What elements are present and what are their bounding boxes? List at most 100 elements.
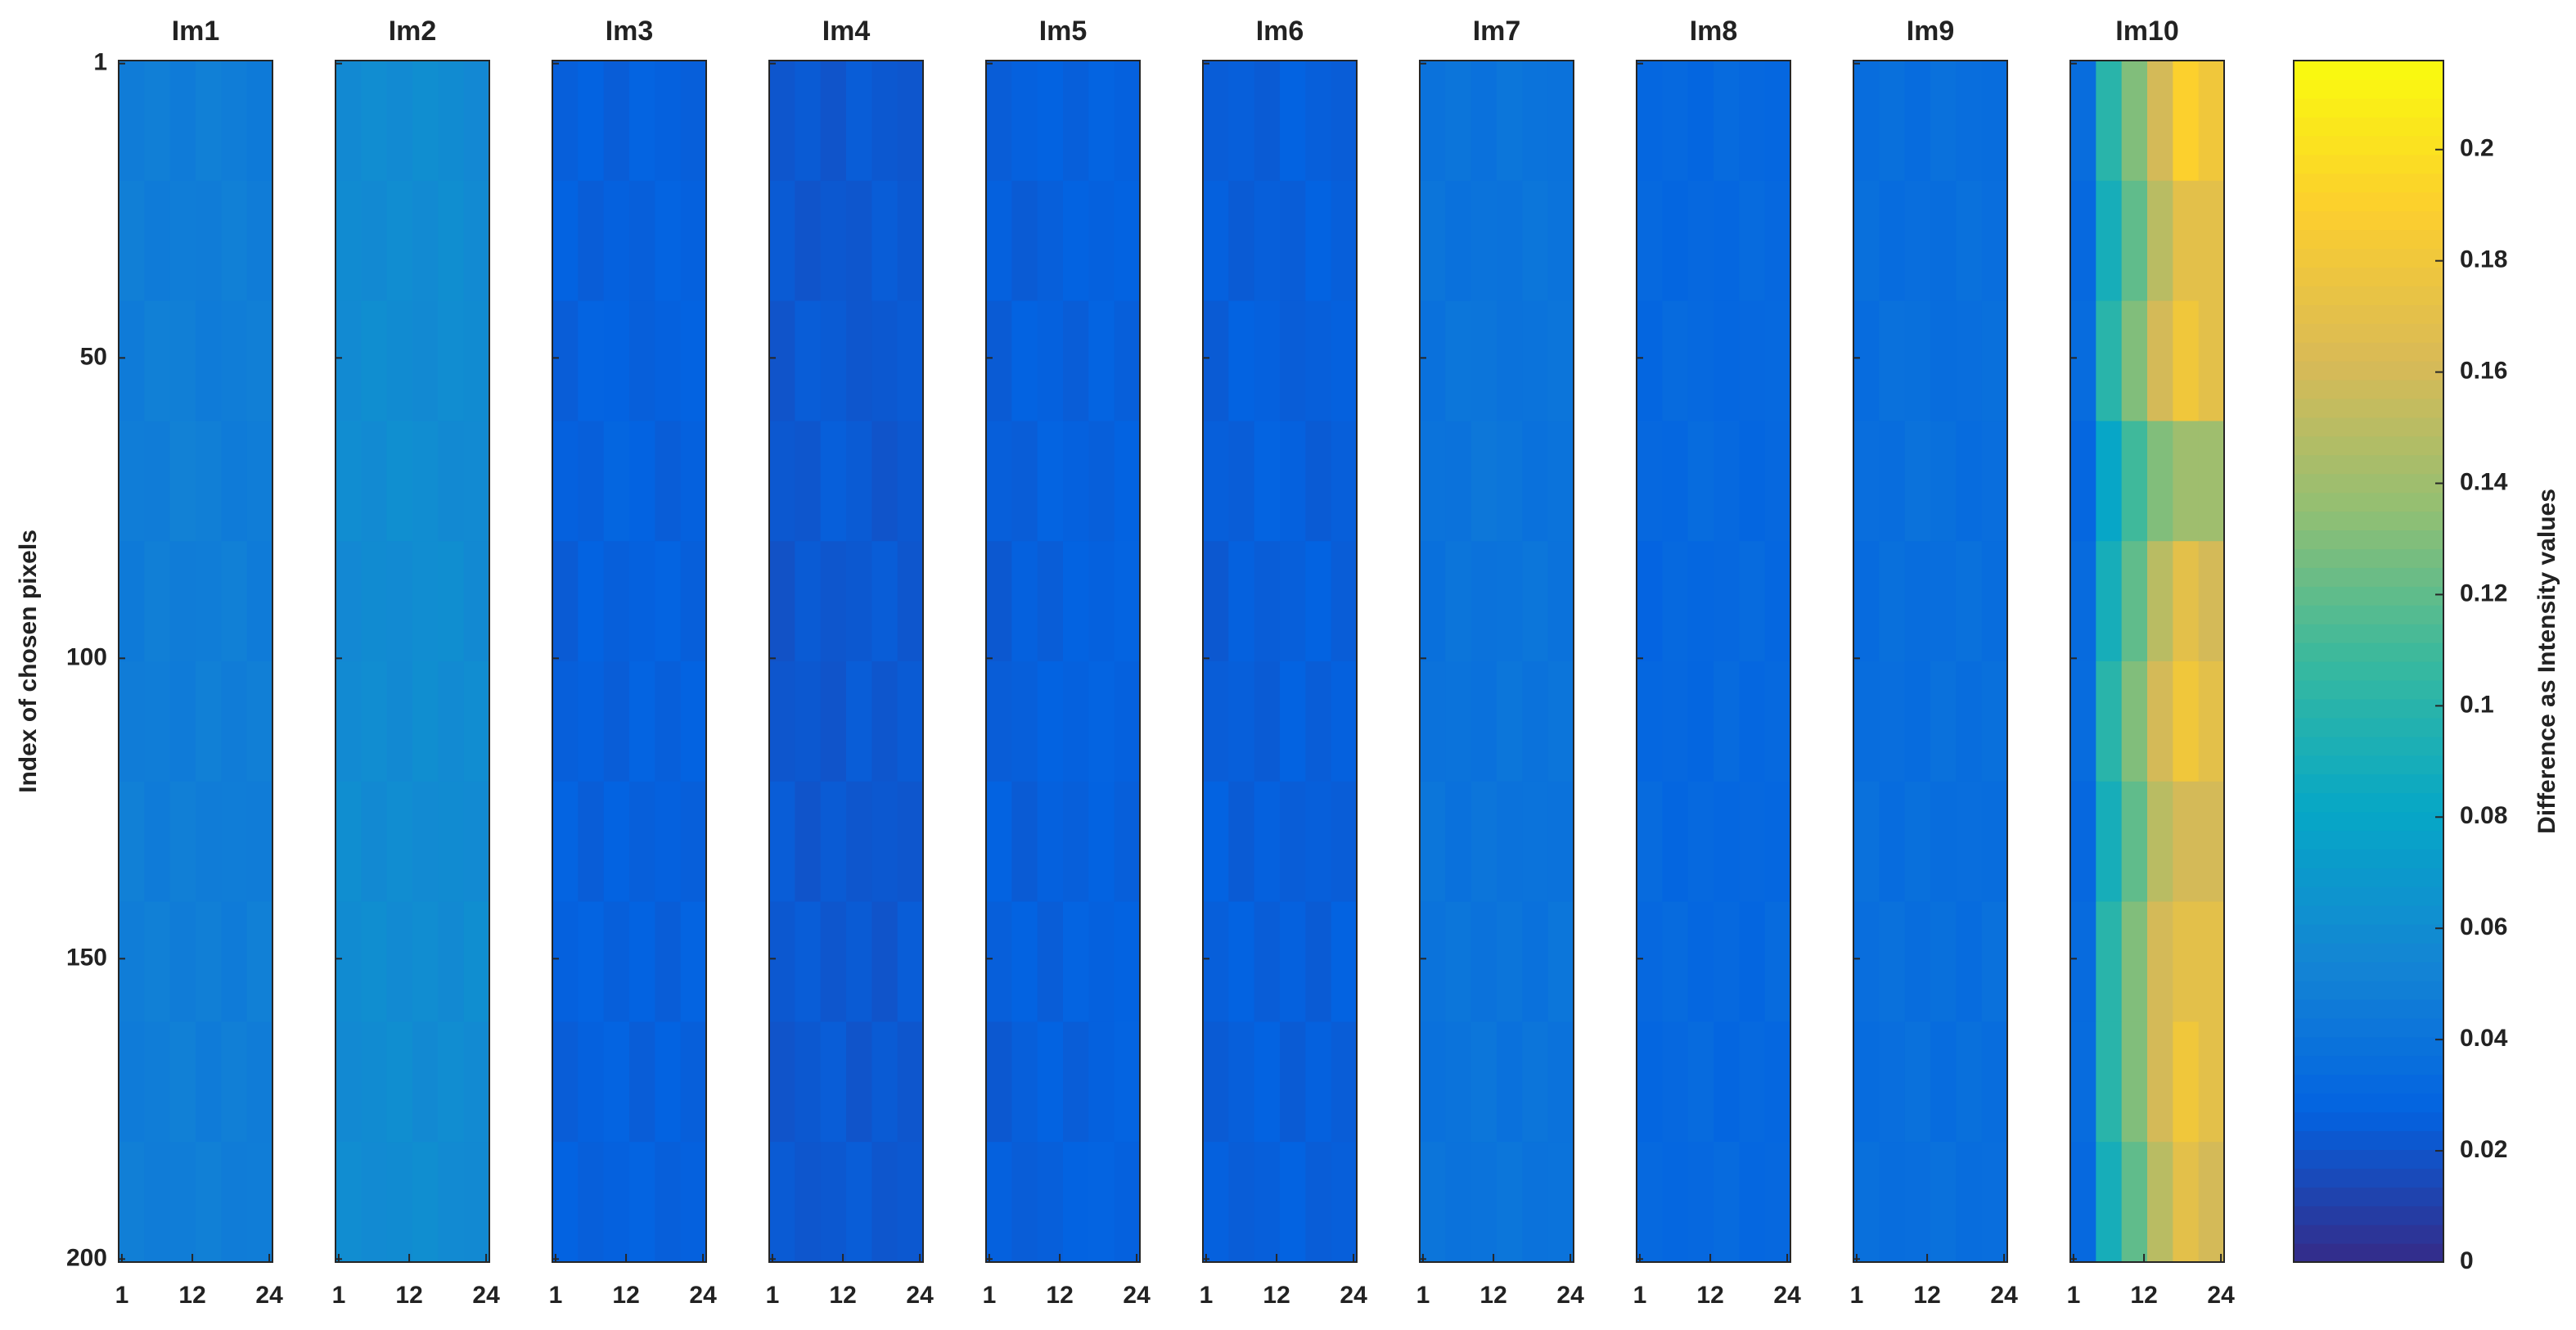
heatmap-cell <box>412 1142 439 1263</box>
heatmap-cell <box>1420 541 1446 662</box>
heatmap-cell <box>438 901 465 1022</box>
heatmap-cell <box>603 1142 630 1263</box>
heatmap-cell <box>871 180 898 302</box>
heatmap-cell <box>2147 421 2173 542</box>
heatmap-cell <box>196 901 222 1022</box>
heatmap-cell <box>438 1021 465 1143</box>
heatmap-cell <box>412 661 439 782</box>
heatmap-cell <box>1011 1021 1038 1143</box>
heatmap-cell <box>1739 781 1766 903</box>
heatmap-cell <box>769 61 795 182</box>
heatmap-cell <box>2173 661 2200 782</box>
heatmap-cell <box>246 541 273 662</box>
heatmap-cell <box>1203 781 1229 903</box>
heatmap-cell <box>463 1142 490 1263</box>
heatmap-cell <box>1470 1142 1497 1263</box>
heatmap-cell <box>336 781 362 903</box>
heatmap-cell <box>2173 1142 2200 1263</box>
heatmap-cell <box>1203 61 1229 182</box>
heatmap-cell <box>1305 541 1332 662</box>
heatmap-cell <box>2147 781 2173 903</box>
colorbar-swatch <box>2294 849 2443 868</box>
heatmap-cell <box>438 300 465 422</box>
heatmap-cell <box>578 1142 605 1263</box>
heatmap-cell <box>1114 1142 1141 1263</box>
heatmap-cell <box>1764 901 1791 1022</box>
heatmap-cell <box>144 300 171 422</box>
heatmap-cell <box>1114 1021 1141 1143</box>
heatmap-cell <box>1011 541 1038 662</box>
heatmap-cell <box>463 61 490 182</box>
colorbar-swatch <box>2294 210 2443 231</box>
heatmap-cell <box>680 180 707 302</box>
heatmap-cell <box>1930 180 1957 302</box>
heatmap-cell <box>629 1021 655 1143</box>
heatmap-cell <box>1714 180 1740 302</box>
heatmap-cell <box>1063 300 1089 422</box>
heatmap-cell <box>1305 61 1332 182</box>
colorbar-swatch <box>2294 548 2443 568</box>
heatmap-cell <box>144 541 171 662</box>
heatmap-cell <box>1956 1142 1983 1263</box>
heatmap-cell <box>438 541 465 662</box>
x-tick-label: 12 <box>178 1282 205 1309</box>
heatmap-cell <box>603 901 630 1022</box>
heatmap-cell <box>119 300 145 422</box>
heatmap-cell <box>897 541 924 662</box>
heatmap-cell <box>1228 300 1255 422</box>
colorbar-swatch <box>2294 1224 2443 1244</box>
heatmap-cell <box>1764 1142 1791 1263</box>
heatmap-cell <box>1522 1142 1549 1263</box>
colorbar-swatch <box>2294 755 2443 775</box>
heatmap-cell <box>144 901 171 1022</box>
heatmap-cell <box>1497 300 1523 422</box>
heatmap-cell <box>871 61 898 182</box>
heatmap-cell <box>386 661 413 782</box>
heatmap-cell <box>795 661 822 782</box>
heatmap-cell <box>1853 901 1880 1022</box>
heatmap-cell <box>1470 1021 1497 1143</box>
heatmap-cell <box>438 421 465 542</box>
heatmap-cell <box>2070 300 2096 422</box>
heatmap-cell <box>1063 541 1089 662</box>
heatmap-cell <box>795 1142 822 1263</box>
x-tick-label: 12 <box>1479 1282 1506 1309</box>
heatmap-cell <box>795 1021 822 1143</box>
heatmap-cell <box>2096 1021 2123 1143</box>
heatmap-cell <box>1714 1142 1740 1263</box>
heatmap-cell <box>196 61 222 182</box>
x-tick-label: 1 <box>1200 1282 1214 1309</box>
heatmap-cell <box>1547 541 1574 662</box>
x-tick-label: 12 <box>395 1282 422 1309</box>
heatmap-cell <box>680 421 707 542</box>
colorbar-tick-label: 0.06 <box>2460 913 2507 940</box>
y-tick-label: 150 <box>66 944 107 971</box>
heatmap-cell <box>1930 901 1957 1022</box>
colorbar-swatch <box>2294 379 2443 399</box>
heatmap-cell <box>1497 901 1523 1022</box>
colorbar-swatch <box>2294 792 2443 813</box>
heatmap-cell <box>552 901 579 1022</box>
colorbar-swatch <box>2294 736 2443 756</box>
heatmap-cell <box>1331 541 1358 662</box>
heatmap-cell <box>119 421 145 542</box>
heatmap-cell <box>871 901 898 1022</box>
colorbar-label: Difference as Intensity values <box>2533 489 2560 834</box>
panel-frame <box>768 60 924 1263</box>
heatmap-cell <box>795 901 822 1022</box>
heatmap-cell <box>1662 541 1689 662</box>
x-tick-label: 24 <box>906 1282 934 1309</box>
colorbar-swatch <box>2294 342 2443 362</box>
heatmap-cell <box>1687 661 1714 782</box>
heatmap-cell <box>1739 300 1766 422</box>
heatmap-cell <box>412 541 439 662</box>
heatmap-cell <box>1280 180 1306 302</box>
colorbar-swatch <box>2294 304 2443 324</box>
heatmap-cell <box>1714 901 1740 1022</box>
heatmap-cell <box>246 901 273 1022</box>
heatmap-cell <box>1420 781 1446 903</box>
x-tick-label: 12 <box>1046 1282 1073 1309</box>
panel-title: Im2 <box>389 16 437 47</box>
heatmap-cell <box>221 781 248 903</box>
heatmap-cell <box>1981 300 2008 422</box>
